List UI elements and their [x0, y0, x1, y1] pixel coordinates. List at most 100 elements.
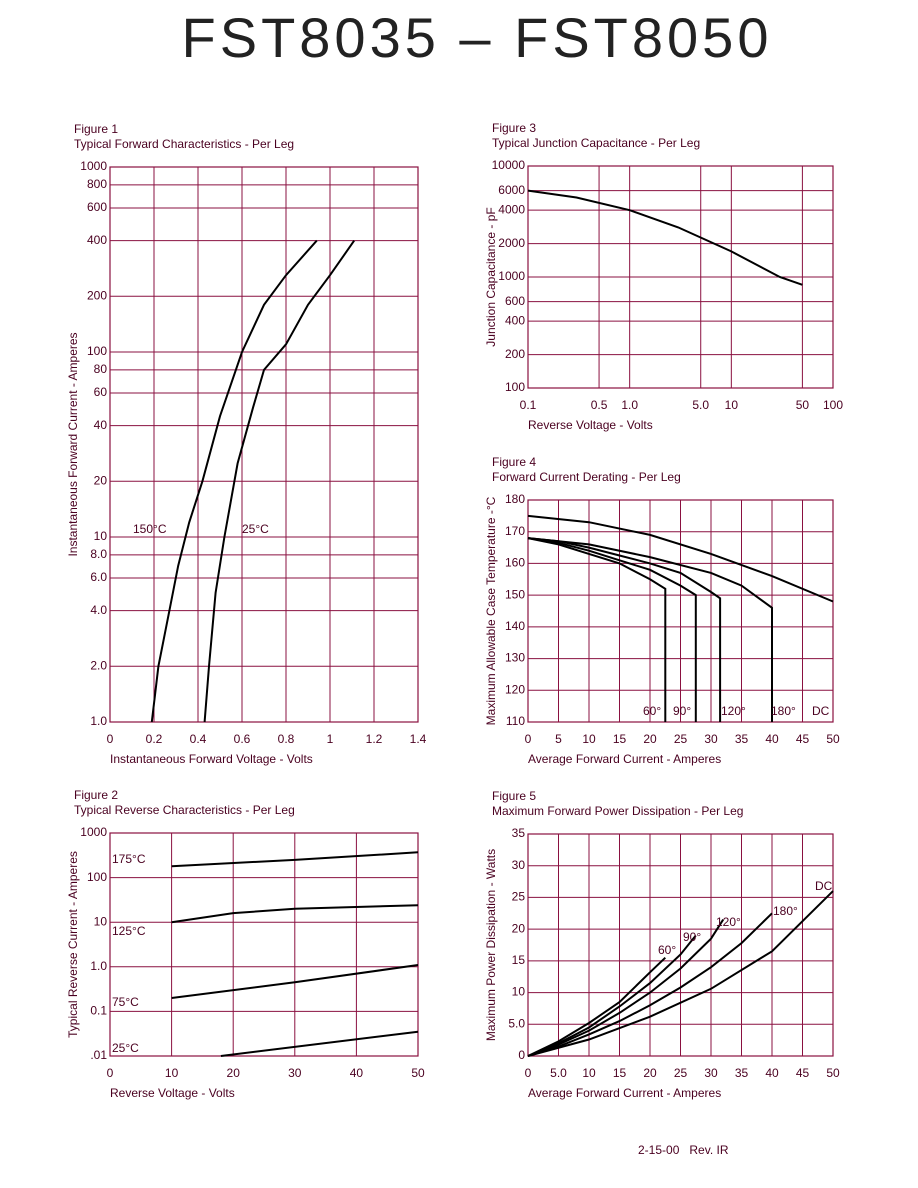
curve-label: 125°C	[112, 924, 146, 938]
curve-label: 180°	[773, 904, 798, 918]
x-tick-label: 45	[796, 732, 810, 746]
revision-footer: 2-15-00 Rev. IR	[638, 1143, 729, 1157]
y-tick-label: 10000	[492, 158, 526, 172]
x-tick-label: 20	[227, 1066, 241, 1080]
x-tick-label: 50	[411, 1066, 425, 1080]
y-tick-label: 100	[87, 344, 107, 358]
curve-label: 180°	[771, 704, 796, 718]
y-tick-label: 400	[505, 313, 525, 327]
y-tick-label: 10	[94, 529, 108, 543]
x-tick-label: 1.0	[621, 398, 638, 412]
curve	[527, 514, 834, 603]
curve-label: 25°C	[112, 1041, 139, 1055]
curve-label: 175°C	[112, 852, 146, 866]
y-tick-label: 6000	[498, 183, 525, 197]
curve	[171, 964, 419, 999]
y-tick-label: 2.0	[90, 658, 107, 672]
curve-label: 25°C	[242, 522, 269, 536]
x-tick-label: 15	[613, 732, 627, 746]
y-tick-label: 1000	[498, 269, 525, 283]
y-tick-label: 10	[94, 914, 108, 928]
y-tick-label: 30	[512, 858, 526, 872]
y-axis-label: Maximum Power Dissipation - Watts	[484, 849, 498, 1041]
x-tick-label: 40	[765, 1066, 779, 1080]
x-tick-label: 1.4	[410, 732, 427, 746]
y-tick-label: 35	[512, 826, 526, 840]
y-tick-label: 15	[512, 953, 526, 967]
y-axis-label: Maximum Allowable Case Temperature -°C	[484, 496, 498, 725]
x-tick-label: 50	[826, 1066, 840, 1080]
figure-number: Figure 4	[492, 455, 536, 469]
y-tick-label: 20	[94, 473, 108, 487]
curve-label: 60°	[658, 943, 676, 957]
x-tick-label: 1.2	[366, 732, 383, 746]
curve	[171, 851, 419, 868]
y-tick-label: 1.0	[90, 959, 107, 973]
x-tick-label: 10	[725, 398, 739, 412]
x-tick-label: 0	[525, 1066, 532, 1080]
x-tick-label: 30	[288, 1066, 302, 1080]
y-tick-label: 60	[94, 385, 108, 399]
figure-subtitle: Typical Forward Characteristics - Per Le…	[74, 137, 294, 151]
curve	[527, 956, 666, 1057]
curve	[527, 919, 725, 1057]
x-tick-label: 10	[582, 1066, 596, 1080]
y-tick-label: 180	[505, 492, 525, 506]
x-tick-label: 15	[613, 1066, 627, 1080]
x-tick-label: 45	[796, 1066, 810, 1080]
x-tick-label: 35	[735, 732, 749, 746]
y-tick-label: 150	[505, 587, 525, 601]
curve	[150, 239, 318, 723]
x-tick-label: 50	[796, 398, 810, 412]
y-tick-label: 6.0	[90, 570, 107, 584]
figure-subtitle: Typical Junction Capacitance - Per Leg	[492, 136, 700, 150]
x-tick-label: 40	[765, 732, 779, 746]
y-axis-label: Junction Capacitance - pF	[484, 207, 498, 346]
y-tick-label: 400	[87, 233, 107, 247]
y-tick-label: .01	[90, 1048, 107, 1062]
y-tick-label: 5.0	[508, 1016, 525, 1030]
x-tick-label: 40	[350, 1066, 364, 1080]
x-tick-label: 0.4	[190, 732, 207, 746]
x-tick-label: 20	[643, 732, 657, 746]
y-tick-label: 160	[505, 556, 525, 570]
x-tick-label: 5.0	[692, 398, 709, 412]
x-tick-label: 20	[643, 1066, 657, 1080]
y-axis-label: Instantaneous Forward Current - Amperes	[66, 332, 80, 556]
y-tick-label: 110	[506, 714, 525, 728]
figure-number: Figure 5	[492, 789, 536, 803]
x-axis-label: Reverse Voltage - Volts	[110, 1086, 235, 1100]
curve	[527, 189, 803, 286]
curve	[527, 537, 697, 722]
y-tick-label: 40	[94, 418, 108, 432]
figure-number: Figure 1	[74, 122, 118, 136]
curve	[527, 537, 722, 722]
y-tick-label: 4000	[498, 202, 525, 216]
curve-label: 90°	[683, 930, 701, 944]
y-tick-label: 140	[505, 619, 525, 633]
curve	[527, 537, 773, 722]
y-tick-label: 1.0	[90, 714, 107, 728]
x-tick-label: 35	[735, 1066, 749, 1080]
y-tick-label: 800	[87, 177, 107, 191]
x-axis-label: Average Forward Current - Amperes	[528, 1086, 721, 1100]
x-tick-label: 25	[674, 732, 688, 746]
x-tick-label: 0	[107, 732, 114, 746]
curve	[527, 912, 773, 1057]
y-tick-label: 4.0	[90, 603, 107, 617]
curve-label: 150°C	[133, 522, 167, 536]
curve-label: DC	[815, 879, 833, 893]
figure-subtitle: Forward Current Derating - Per Leg	[492, 470, 681, 484]
x-tick-label: 10	[582, 732, 596, 746]
y-tick-label: 600	[505, 294, 525, 308]
curve	[527, 890, 834, 1057]
x-tick-label: 1	[327, 732, 334, 746]
x-tick-label: 0.8	[278, 732, 295, 746]
curve-label: 120°	[716, 915, 741, 929]
x-tick-label: 100	[823, 398, 843, 412]
page-title: FST8035 – FST8050	[182, 6, 773, 69]
y-axis-label: Typical Reverse Current - Amperes	[66, 851, 80, 1038]
x-tick-label: 30	[704, 1066, 718, 1080]
curve-label: 120°	[721, 704, 746, 718]
y-tick-label: 80	[94, 362, 108, 376]
